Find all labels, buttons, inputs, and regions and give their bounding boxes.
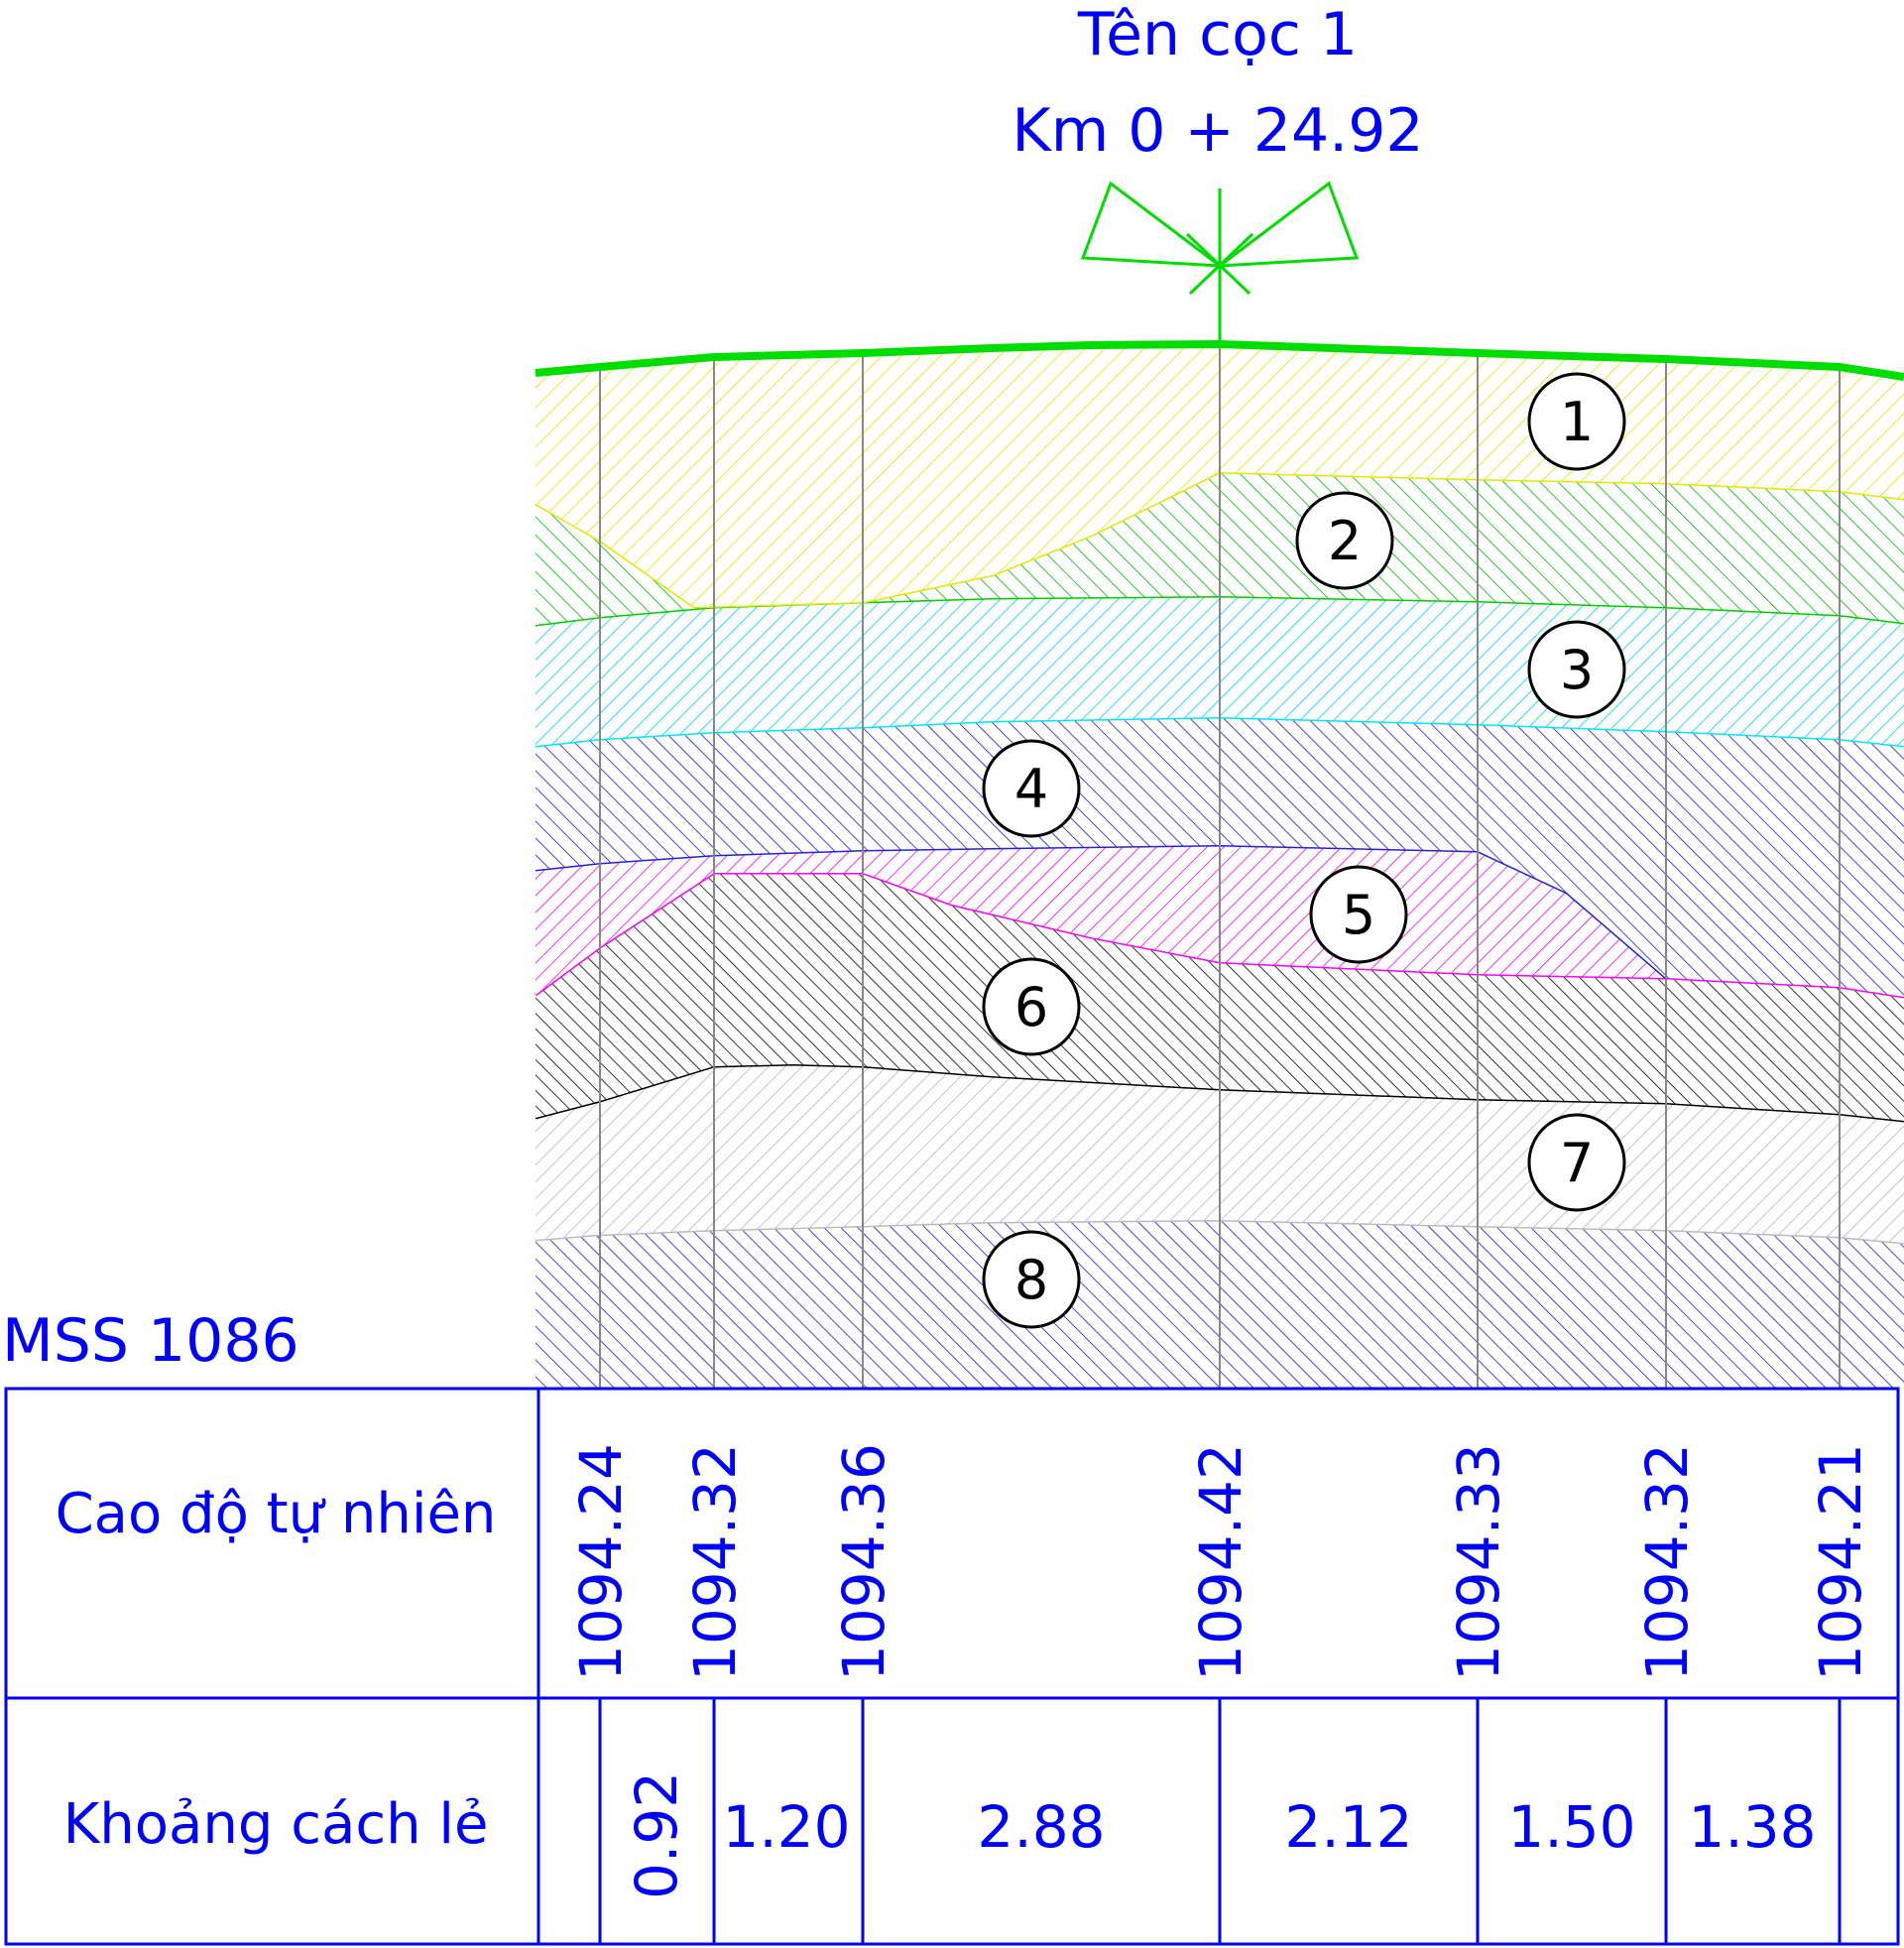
distance-value: 2.12	[1284, 1793, 1412, 1861]
distance-value: 2.88	[977, 1793, 1105, 1861]
layer-marker-label: 6	[1014, 976, 1048, 1038]
section-grid-lines	[599, 344, 1841, 1389]
elevation-value: 1094.42	[1187, 1443, 1254, 1681]
datum-label: MSS 1086	[2, 1306, 299, 1376]
row-label-distance: Khoảng cách lẻ	[63, 1792, 489, 1857]
layer-marker-6: 6	[982, 957, 1081, 1056]
chainage-label: Km 0 + 24.92	[1012, 96, 1423, 166]
layer-marker-3: 3	[1527, 620, 1626, 719]
table-border	[4, 1387, 1900, 1946]
layer-marker-7: 7	[1527, 1113, 1626, 1212]
station-name-label: Tên cọc 1	[1077, 0, 1358, 69]
natural-ground-line	[535, 339, 1904, 381]
table-text: Cao độ tự nhiên Khoảng cách lẻ 1094.24 1…	[56, 1443, 1874, 1899]
elevation-value: 1094.33	[1445, 1443, 1512, 1681]
row-label-elevation: Cao độ tự nhiên	[56, 1482, 497, 1546]
layer-marker-4: 4	[982, 739, 1081, 838]
distance-value: 1.38	[1688, 1793, 1816, 1861]
elevation-value: 1094.24	[567, 1443, 635, 1681]
layer-marker-2: 2	[1295, 491, 1394, 590]
layer-marker-label: 3	[1560, 639, 1594, 701]
layer-marker-label: 2	[1328, 510, 1362, 572]
layer-marker-1: 1	[1527, 372, 1626, 471]
layer-marker-label: 4	[1014, 758, 1048, 820]
layer-markers: 1 2 3 4 5 6 7 8	[982, 372, 1626, 1329]
distance-value: 1.50	[1507, 1793, 1635, 1861]
layer-marker-label: 5	[1342, 884, 1375, 946]
elevation-value: 1094.36	[830, 1443, 897, 1681]
elevation-value: 1094.21	[1807, 1443, 1874, 1681]
layer-marker-5: 5	[1309, 865, 1408, 964]
layer-marker-label: 1	[1560, 391, 1594, 453]
layer-4-region	[536, 717, 1904, 997]
elevation-value: 1094.32	[1633, 1443, 1701, 1681]
station-marker-icon	[1080, 181, 1360, 344]
distance-value: 0.92	[623, 1771, 690, 1899]
layer-marker-8: 8	[982, 1230, 1081, 1329]
layer-marker-label: 8	[1014, 1249, 1048, 1311]
distance-value: 1.20	[722, 1793, 850, 1861]
layer-marker-label: 7	[1560, 1132, 1594, 1194]
elevation-value: 1094.32	[681, 1443, 749, 1681]
data-table	[4, 1387, 1900, 1946]
